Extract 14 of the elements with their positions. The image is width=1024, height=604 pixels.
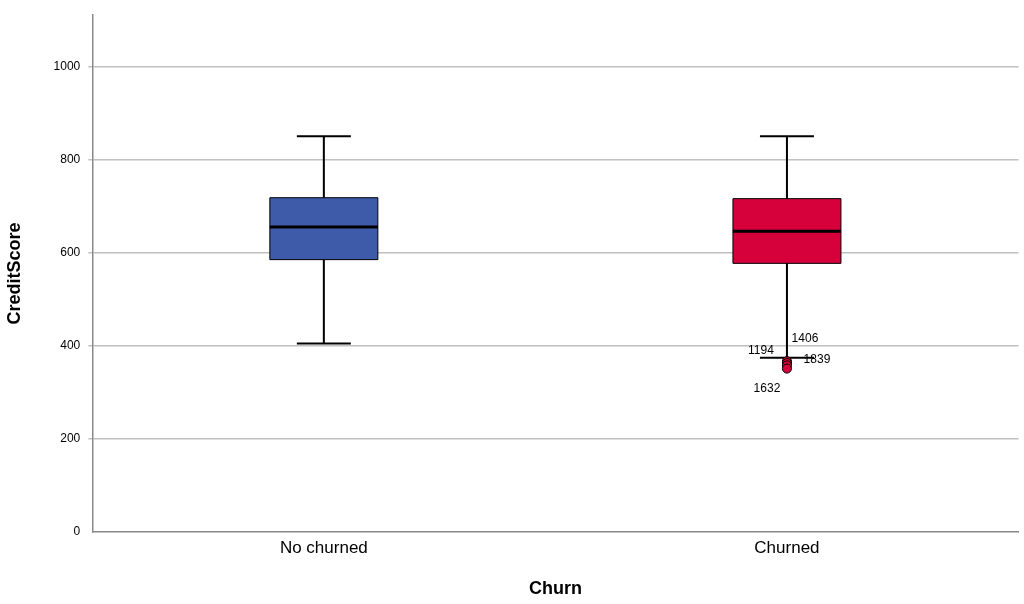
x-axis-title: Churn (528, 578, 582, 599)
x-tick-label: No churned (279, 537, 368, 557)
y-tick-label: 1000 (53, 58, 81, 73)
y-tick-label: 0 (73, 524, 81, 539)
x-tick-label: Churned (754, 537, 820, 557)
annotation: 1632 (753, 380, 781, 395)
annotation: 1839 (803, 351, 831, 366)
y-tick-label: 800 (60, 151, 81, 166)
annotation: 1406 (791, 331, 819, 346)
y-tick-label: 600 (60, 244, 81, 259)
y-axis-title: CreditScore (3, 222, 24, 325)
annotation: 1194 (748, 343, 775, 358)
y-tick-label: 200 (60, 431, 81, 446)
y-tick-label: 400 (60, 338, 81, 353)
